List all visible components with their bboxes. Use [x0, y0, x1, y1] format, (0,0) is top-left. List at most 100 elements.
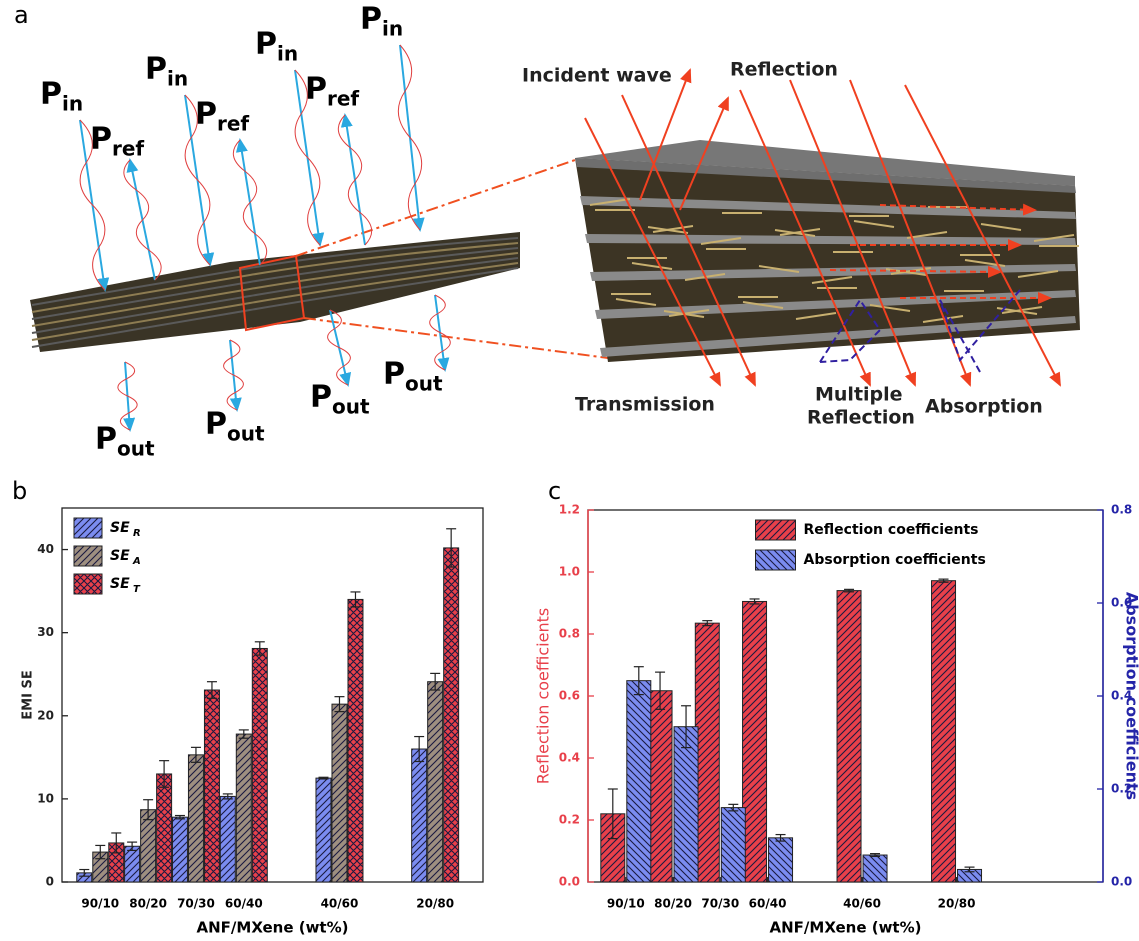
annotation: Reflection	[807, 407, 915, 429]
x-axis-label: ANF/MXene (wt%)	[197, 919, 349, 937]
annotation: Reflection	[730, 59, 838, 81]
beam-label: P	[305, 72, 327, 107]
y-tick-label: 0	[46, 875, 54, 889]
legend-swatch	[756, 550, 796, 570]
bar	[252, 648, 267, 882]
wave	[224, 340, 244, 410]
beam-label-sub: in	[382, 17, 403, 41]
beam-label-sub: out	[405, 372, 443, 396]
wave	[398, 45, 421, 230]
bar	[837, 591, 861, 882]
x-tick-label: 20/80	[416, 897, 454, 911]
page-body: {"panel_a": {"label": "a", "beams": [ {"…	[0, 0, 1139, 941]
bar	[769, 838, 793, 882]
annotation: Incident wave	[522, 65, 672, 87]
panel-label: b	[12, 477, 27, 505]
bar	[204, 690, 219, 882]
bar	[125, 846, 140, 882]
bar	[348, 599, 363, 882]
bar	[188, 755, 203, 882]
legend-swatch	[74, 518, 102, 538]
bar	[428, 682, 443, 882]
bar	[236, 734, 251, 882]
beam-label-sub: in	[277, 42, 298, 66]
beam-label: P	[195, 97, 217, 132]
figure: aPinPinPinPinPrefPrefPrefPoutPoutPoutPou…	[0, 0, 1139, 941]
y-tick-label: 1.0	[559, 565, 580, 579]
bar	[743, 601, 767, 882]
bar	[220, 796, 235, 882]
beam-label-sub: ref	[112, 137, 144, 161]
beam-label-sub: out	[332, 395, 370, 419]
bar	[316, 778, 331, 882]
legend-swatch	[74, 574, 102, 594]
beam-label-sub: out	[227, 422, 265, 446]
y-tick-label: 0.0	[559, 875, 580, 889]
bar	[648, 691, 672, 882]
bar	[695, 623, 719, 882]
y-tick-label: 0.2	[559, 813, 580, 827]
legend-label: SE	[110, 520, 130, 536]
legend-label: Absorption coefficients	[804, 552, 986, 568]
bar	[721, 808, 745, 882]
bar	[332, 704, 347, 882]
x-tick-label: 80/20	[129, 897, 167, 911]
y-axis-label: EMI SE	[21, 670, 36, 719]
x-axis-label: ANF/MXene (wt%)	[770, 919, 922, 937]
legend-label: SE	[110, 548, 130, 564]
legend-swatch	[74, 546, 102, 566]
bar	[444, 548, 459, 882]
bar	[863, 855, 887, 882]
beam-label-sub: in	[62, 92, 83, 116]
legend-label: Reflection coefficients	[804, 522, 979, 538]
y2-axis-label: Absorption coefficients	[1123, 592, 1139, 800]
legend-label: SE	[110, 576, 130, 592]
wave	[118, 362, 137, 430]
x-tick-label: 60/40	[225, 897, 263, 911]
beam-label: P	[145, 52, 167, 87]
bar	[627, 681, 651, 882]
panel-label: a	[14, 1, 29, 29]
legend-label-sub: R	[133, 528, 141, 539]
annotation: Absorption	[925, 396, 1043, 418]
bar	[412, 749, 427, 882]
beam-label-sub: ref	[327, 87, 359, 111]
x-tick-label: 40/60	[843, 897, 881, 911]
y-tick-label: 0.4	[559, 751, 580, 765]
zoom-line	[304, 318, 608, 358]
beam-label-sub: in	[167, 67, 188, 91]
beam-label: P	[205, 407, 227, 442]
wave	[124, 160, 161, 280]
legend-label-sub: A	[132, 556, 141, 567]
x-tick-label: 80/20	[654, 897, 692, 911]
y2-tick-label: 0.8	[1111, 503, 1132, 517]
y-axis-label: Reflection coefficients	[534, 608, 553, 784]
bar	[141, 810, 156, 882]
x-tick-label: 20/80	[938, 897, 976, 911]
y-tick-label: 10	[37, 791, 54, 805]
y-tick-label: 0.8	[559, 627, 580, 641]
beam-label: P	[95, 422, 117, 457]
x-tick-label: 90/10	[81, 897, 119, 911]
annotation: Multiple	[815, 384, 903, 406]
annotation: Transmission	[575, 394, 715, 416]
y-tick-label: 1.2	[559, 503, 580, 517]
beam-label-sub: ref	[217, 112, 249, 136]
beam-label: P	[310, 380, 332, 415]
x-tick-label: 90/10	[607, 897, 645, 911]
wave	[430, 295, 451, 370]
page: body { margin: 0; background: #fff; font…	[0, 0, 1139, 941]
y-tick-label: 40	[37, 542, 54, 556]
x-tick-label: 70/30	[701, 897, 739, 911]
bar	[157, 774, 172, 882]
beam-label: P	[360, 2, 382, 37]
bar	[172, 817, 187, 882]
x-tick-label: 70/30	[177, 897, 215, 911]
y-tick-label: 30	[37, 625, 54, 639]
bar	[674, 727, 698, 882]
wave	[233, 140, 266, 265]
y-tick-label: 0.6	[559, 689, 580, 703]
beam-label: P	[255, 27, 277, 62]
y2-tick-label: 0.0	[1111, 875, 1132, 889]
wave	[338, 115, 371, 245]
